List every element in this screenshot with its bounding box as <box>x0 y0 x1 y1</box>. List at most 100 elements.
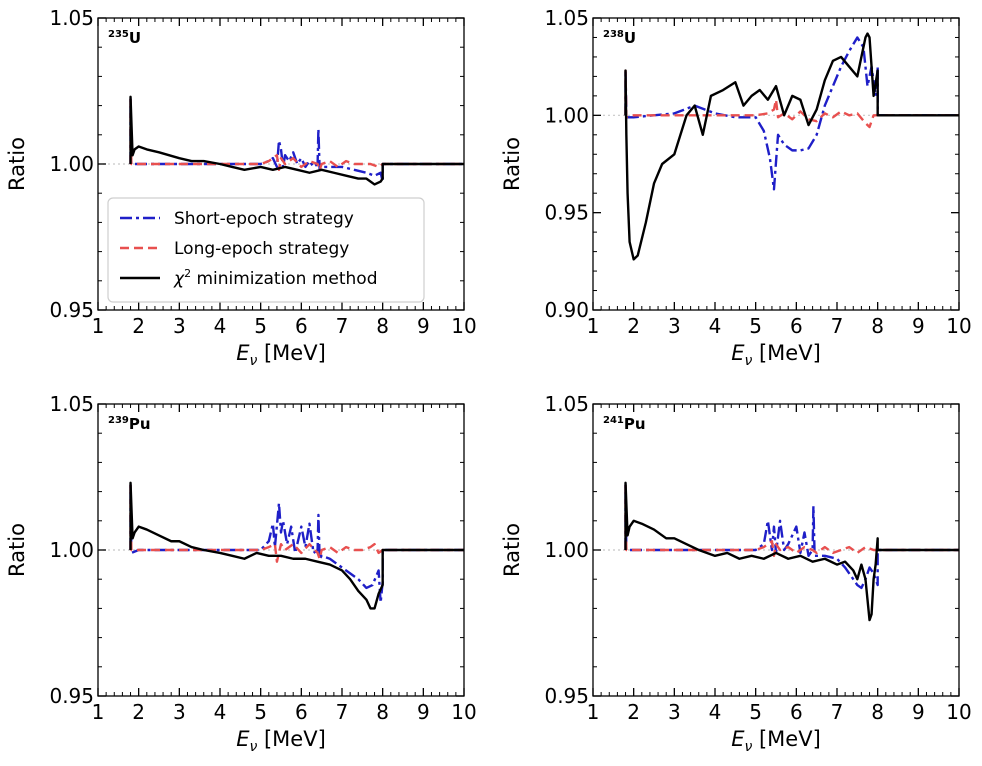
x-tick-label: 7 <box>831 314 844 338</box>
x-tick-label: 3 <box>173 700 186 724</box>
x-tick-label: 8 <box>376 700 389 724</box>
x-label-symbol: E <box>236 341 250 365</box>
x-tick-label: 5 <box>254 314 267 338</box>
x-tick-label: 4 <box>214 700 227 724</box>
x-tick-label: 2 <box>627 314 640 338</box>
x-axis-label: Eν [MeV] <box>236 341 326 369</box>
x-axis-label: Eν [MeV] <box>236 727 326 755</box>
panel-isotope-label: 235U <box>108 29 141 47</box>
panel-isotope-label: 241Pu <box>603 415 646 433</box>
x-tick-label: 10 <box>451 700 476 724</box>
x-label-unit: [MeV] <box>752 727 820 751</box>
y-tick-label: 1.00 <box>49 152 94 176</box>
x-tick-label: 8 <box>871 700 884 724</box>
panel-1: 1 2 3 4 5 6 7 8 9 10 0.90 0.95 1.00 1.05 238U Eν [MeV] R… <box>500 6 972 369</box>
legend-chi: χ <box>173 269 185 289</box>
x-tick-label: 5 <box>254 700 267 724</box>
x-label-subscript: ν <box>744 739 752 755</box>
legend-box <box>107 197 425 303</box>
y-tick-label: 1.00 <box>49 538 94 562</box>
x-tick-label: 4 <box>214 314 227 338</box>
y-axis-label: Ratio <box>500 137 524 191</box>
x-tick-label: 7 <box>831 700 844 724</box>
x-tick-label: 1 <box>92 314 105 338</box>
y-axis-label: Ratio <box>500 523 524 577</box>
legend-label-long: Long-epoch strategy <box>174 239 349 259</box>
x-tick-label: 4 <box>709 314 722 338</box>
isotope-mass: 241 <box>603 415 624 426</box>
x-tick-label: 1 <box>92 700 105 724</box>
isotope-mass: 238 <box>603 29 624 40</box>
legend: Short-epoch strategy Long-epoch strategy χ… <box>107 197 425 303</box>
x-tick-label: 3 <box>668 314 681 338</box>
x-label-symbol: E <box>731 341 745 365</box>
x-tick-label: 8 <box>376 314 389 338</box>
x-tick-label: 9 <box>912 700 925 724</box>
y-tick-label: 1.05 <box>544 392 589 416</box>
panel-0: 1 2 3 4 5 6 7 8 9 10 0.95 1.00 1.05 235U Eν [MeV] Ratio… <box>5 6 477 369</box>
series-line-chi2 <box>129 95 464 186</box>
x-label-subscript: ν <box>249 353 257 369</box>
series-line-short <box>624 36 959 191</box>
x-tick-label: 6 <box>295 314 308 338</box>
series-line-long <box>129 95 464 172</box>
x-tick-label: 10 <box>946 314 971 338</box>
series-line-chi2 <box>624 32 959 261</box>
isotope-symbol: U <box>129 29 141 47</box>
legend-chi-text: minimization method <box>191 269 377 289</box>
series-line-long <box>624 69 959 129</box>
y-tick-label: 1.00 <box>544 538 589 562</box>
x-tick-label: 8 <box>871 314 884 338</box>
series-line-short <box>624 481 959 590</box>
isotope-symbol: Pu <box>129 415 151 433</box>
x-tick-label: 6 <box>295 700 308 724</box>
plot-frame <box>592 17 960 311</box>
x-tick-label: 5 <box>749 700 762 724</box>
y-tick-label: 0.95 <box>49 684 94 708</box>
y-tick-label: 0.95 <box>544 684 589 708</box>
x-tick-label: 1 <box>587 700 600 724</box>
series-line-long <box>129 481 464 563</box>
x-tick-label: 2 <box>132 700 145 724</box>
x-tick-label: 5 <box>749 314 762 338</box>
x-tick-label: 6 <box>790 314 803 338</box>
y-tick-label: 1.05 <box>49 392 94 416</box>
x-label-symbol: E <box>236 727 250 751</box>
legend-chi-sup: 2 <box>184 267 191 280</box>
x-label-symbol: E <box>731 727 745 751</box>
plot-frame <box>97 403 465 697</box>
y-tick-label: 0.95 <box>544 201 589 225</box>
x-label-subscript: ν <box>744 353 752 369</box>
series-line-chi2 <box>624 481 959 622</box>
y-tick-label: 0.95 <box>49 298 94 322</box>
isotope-mass: 235 <box>108 29 129 40</box>
legend-label-chi2: χ2 minimization method <box>173 267 378 289</box>
x-tick-label: 2 <box>132 314 145 338</box>
y-tick-label: 1.05 <box>49 6 94 30</box>
plot-frame <box>97 17 465 311</box>
panel-2: 1 2 3 4 5 6 7 8 9 10 0.95 1.00 1.05 239Pu Eν [MeV] Rati… <box>5 392 477 755</box>
y-axis-label: Ratio <box>5 523 29 577</box>
legend-label-short: Short-epoch strategy <box>174 209 354 229</box>
x-tick-label: 1 <box>587 314 600 338</box>
x-label-unit: [MeV] <box>257 727 325 751</box>
isotope-symbol: U <box>624 29 636 47</box>
isotope-symbol: Pu <box>624 415 646 433</box>
x-axis-label: Eν [MeV] <box>731 341 821 369</box>
x-tick-label: 10 <box>946 700 971 724</box>
x-tick-label: 2 <box>627 700 640 724</box>
x-tick-label: 9 <box>417 314 430 338</box>
panel-3: 1 2 3 4 5 6 7 8 9 10 0.95 1.00 1.05 241Pu Eν [MeV] Rati… <box>500 392 972 755</box>
x-tick-label: 9 <box>417 700 430 724</box>
x-label-unit: [MeV] <box>752 341 820 365</box>
x-tick-label: 9 <box>912 314 925 338</box>
isotope-mass: 239 <box>108 415 129 426</box>
x-tick-label: 10 <box>451 314 476 338</box>
y-tick-label: 1.05 <box>544 6 589 30</box>
x-tick-label: 7 <box>336 700 349 724</box>
x-tick-label: 7 <box>336 314 349 338</box>
x-label-unit: [MeV] <box>257 341 325 365</box>
series-line-long <box>624 481 959 558</box>
plot-frame <box>592 403 960 697</box>
